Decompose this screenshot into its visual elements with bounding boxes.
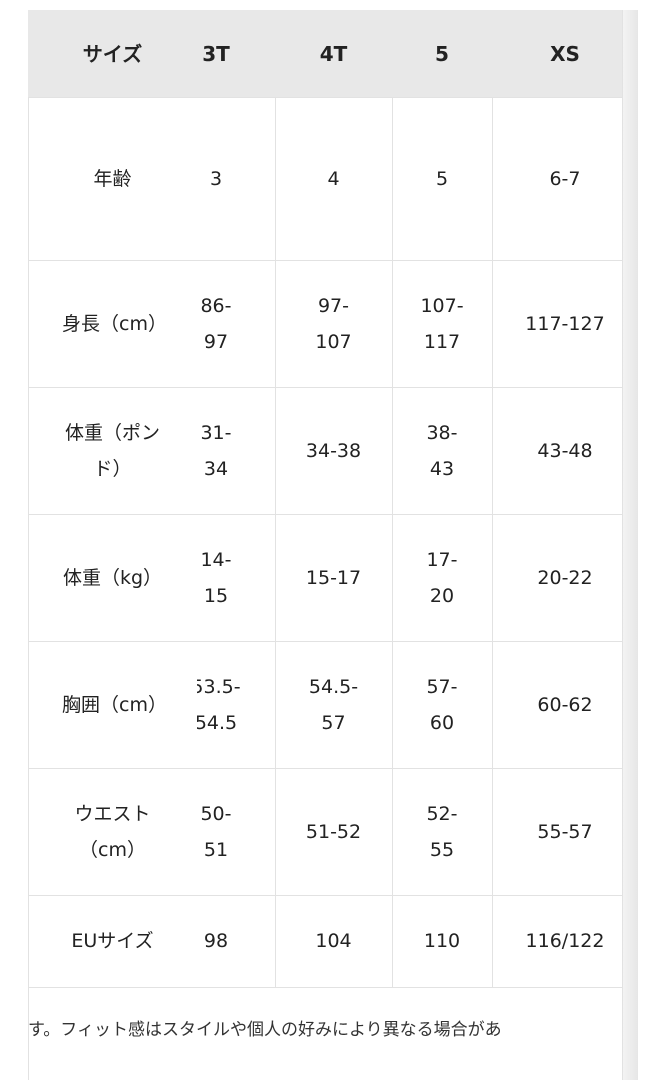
cell-text: EUサイズ [71, 930, 154, 952]
cell-text: 53.5-54.5 [191, 675, 241, 734]
cell-text: 5 [435, 167, 449, 190]
table-cell: 107-117 [392, 260, 492, 387]
table-cell: 50-51 [157, 768, 275, 895]
table-cell: 胸囲（cm） [28, 641, 197, 768]
cell-text: 3 [209, 167, 223, 190]
header-cell: サイズ [28, 10, 197, 97]
table-cell: 身長（cm） [28, 260, 197, 387]
row-divider [28, 97, 622, 98]
cell-text: 20-22 [537, 566, 593, 589]
cell-text: 54.5-57 [308, 675, 359, 734]
cell-text: 14-15 [200, 548, 232, 607]
column-divider [392, 97, 393, 987]
cell-text: 31-34 [200, 421, 232, 480]
cell-text: 15-17 [305, 566, 362, 589]
row-divider [28, 987, 622, 988]
column-divider [275, 97, 276, 987]
table-cell: 38-43 [392, 387, 492, 514]
cell-text: 体重（ポンド） [64, 421, 160, 480]
table-cell: 20-22 [492, 514, 638, 641]
table-cell: 14-15 [157, 514, 275, 641]
header-cell: XS [492, 10, 638, 97]
table-cell: 98 [157, 895, 275, 987]
table-cell: 57-60 [392, 641, 492, 768]
row-divider [28, 514, 622, 515]
cell-text: 43-48 [537, 439, 593, 462]
cell-text: 身長（cm） [62, 312, 167, 335]
cell-text: 97-107 [315, 294, 352, 353]
cell-text: サイズ [82, 41, 143, 66]
cell-text: 51-52 [305, 820, 362, 843]
table-cell: 体重（kg） [28, 514, 197, 641]
row-divider [28, 895, 622, 896]
cell-text: 110 [423, 930, 461, 952]
table-cell: 86-97 [157, 260, 275, 387]
table-cell: ウエスト（cm） [28, 768, 197, 895]
table-cell: 55-57 [492, 768, 638, 895]
footer-note: す。フィット感はスタイルや個人の好みにより異なる場合があ [28, 1020, 502, 1040]
cell-text: 3T [202, 41, 230, 66]
cell-text: 55-57 [537, 820, 593, 843]
table-cell: 17-20 [392, 514, 492, 641]
cell-text: 57-60 [426, 675, 458, 734]
table-cell: 52-55 [392, 768, 492, 895]
row-divider [28, 641, 622, 642]
table-cell: 60-62 [492, 641, 638, 768]
cell-text: 50-51 [200, 802, 232, 861]
table-cell: 53.5-54.5 [157, 641, 275, 768]
cell-text: 17-20 [426, 548, 458, 607]
scroll-shade [622, 10, 638, 1080]
cell-text: 34-38 [305, 439, 362, 462]
table-cell: 104 [275, 895, 392, 987]
table-cell: 31-34 [157, 387, 275, 514]
table-cell: 4 [275, 97, 392, 260]
table-cell: 5 [392, 97, 492, 260]
cell-text: 98 [203, 930, 229, 952]
cell-text: ウエスト（cm） [74, 802, 151, 861]
table-cell: 年齢 [28, 97, 197, 260]
cell-text: 86-97 [200, 294, 232, 353]
cell-text: 4T [319, 41, 348, 66]
cell-text: 体重（kg） [62, 566, 163, 589]
table-cell: 体重（ポンド） [28, 387, 197, 514]
table-cell: 97-107 [275, 260, 392, 387]
cell-text: XS [550, 41, 580, 66]
row-divider [28, 768, 622, 769]
cell-text: 117-127 [525, 312, 605, 335]
cell-text: 52-55 [426, 802, 458, 861]
table-cell: 6-7 [492, 97, 638, 260]
table-cell: 34-38 [275, 387, 392, 514]
cell-text: 6-7 [549, 167, 581, 190]
table-cell: 110 [392, 895, 492, 987]
cell-text: 胸囲（cm） [62, 693, 167, 716]
table-cell: 3 [157, 97, 275, 260]
cell-text: 38-43 [426, 421, 458, 480]
cell-text: 5 [435, 41, 449, 66]
table-cell: 54.5-57 [275, 641, 392, 768]
cell-text: 年齢 [93, 167, 132, 190]
row-divider [28, 260, 622, 261]
cell-text: 116/122 [525, 930, 605, 952]
column-divider [492, 97, 493, 987]
table-cell: 117-127 [492, 260, 638, 387]
header-cell: 5 [392, 10, 492, 97]
cell-text: 4 [327, 167, 340, 190]
cell-text: 60-62 [537, 693, 593, 716]
cell-text: 107-117 [420, 294, 464, 353]
table-cell: 15-17 [275, 514, 392, 641]
column-divider [28, 97, 29, 1080]
header-cell: 4T [275, 10, 392, 97]
header-cell: 3T [157, 10, 275, 97]
table-cell: 116/122 [492, 895, 638, 987]
table-cell: EUサイズ [28, 895, 197, 987]
cell-text: 104 [315, 930, 352, 952]
table-cell: 51-52 [275, 768, 392, 895]
row-divider [28, 387, 622, 388]
column-divider [622, 10, 623, 1080]
table-cell: 43-48 [492, 387, 638, 514]
